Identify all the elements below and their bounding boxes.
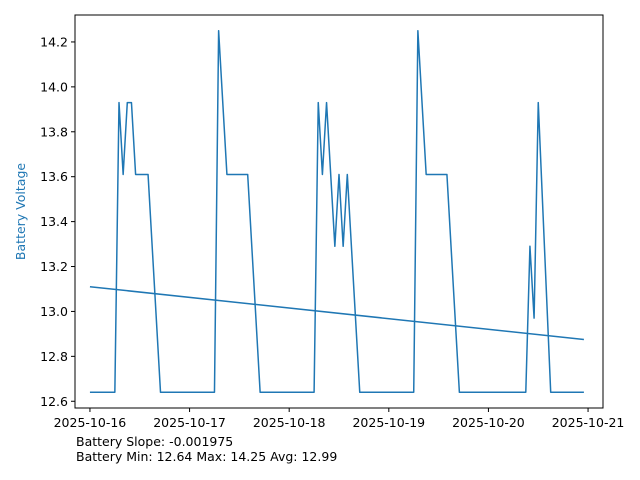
y-axis-label: Battery Voltage (13, 163, 28, 260)
x-tick-label: 2025-10-16 (54, 415, 127, 430)
plot-area (89, 29, 584, 394)
x-tick-label: 2025-10-20 (452, 415, 525, 430)
y-tick-label: 14.0 (40, 79, 68, 94)
x-tick-label: 2025-10-19 (352, 415, 425, 430)
y-tick-label: 13.2 (40, 259, 68, 274)
x-axis: 2025-10-16 2025-10-17 2025-10-18 2025-10-19… (54, 408, 625, 430)
y-tick-label: 12.8 (40, 349, 68, 364)
y-tick-label: 13.8 (40, 124, 68, 139)
y-tick-label: 12.6 (40, 394, 68, 409)
y-axis: 12.6 12.8 13.0 13.2 13.4 13.6 13.8 14.0 14.2 (40, 34, 75, 409)
battery-voltage-line (89, 29, 584, 394)
y-tick-label: 13.0 (40, 304, 68, 319)
plot-frame (74, 14, 604, 409)
battery-slope-text: Battery Slope: -0.001975 (76, 434, 234, 449)
y-tick-label: 13.4 (40, 214, 68, 229)
x-tick-label: 2025-10-21 (552, 415, 625, 430)
y-tick-label: 13.6 (40, 169, 68, 184)
x-tick-label: 2025-10-18 (253, 415, 326, 430)
x-tick-label: 2025-10-17 (153, 415, 226, 430)
trend-line (89, 285, 584, 341)
y-tick-label: 14.2 (40, 34, 68, 49)
battery-min-max-avg-text: Battery Min: 12.64 Max: 14.25 Avg: 12.99 (76, 449, 338, 464)
